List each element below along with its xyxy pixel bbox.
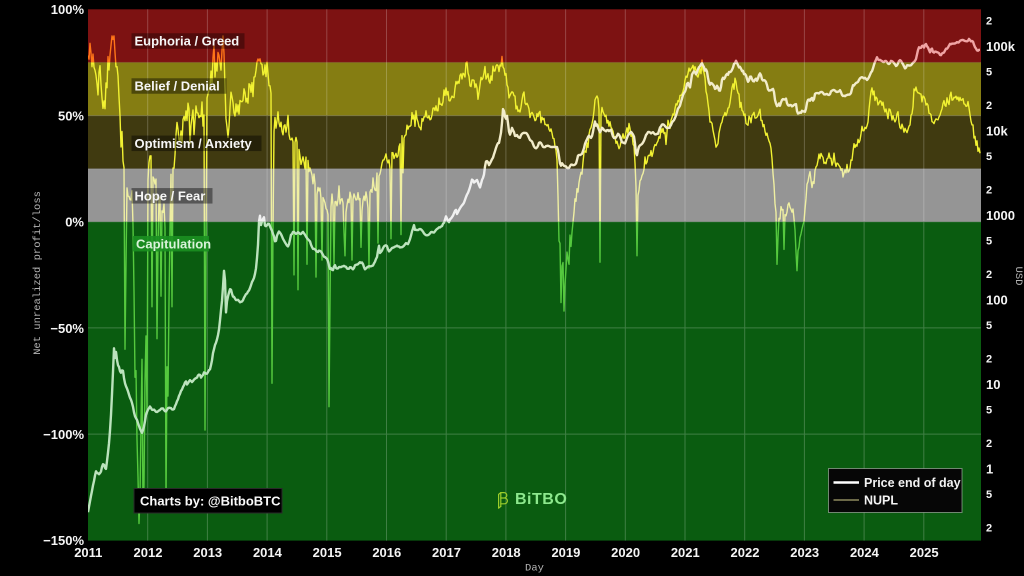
svg-text:1: 1 — [986, 461, 993, 476]
svg-text:100: 100 — [986, 292, 1008, 307]
svg-text:0%: 0% — [65, 215, 84, 230]
svg-text:BiTBO: BiTBO — [515, 491, 567, 508]
svg-text:2012: 2012 — [134, 545, 163, 560]
svg-text:2013: 2013 — [193, 545, 222, 560]
svg-text:5: 5 — [986, 405, 992, 417]
svg-text:2018: 2018 — [492, 545, 521, 560]
svg-text:2: 2 — [986, 185, 992, 197]
svg-text:10k: 10k — [986, 123, 1008, 138]
svg-text:2: 2 — [986, 269, 992, 281]
svg-text:2: 2 — [986, 16, 992, 28]
svg-text:2023: 2023 — [790, 545, 819, 560]
svg-text:100%: 100% — [51, 2, 85, 17]
svg-text:2015: 2015 — [313, 545, 342, 560]
svg-text:2: 2 — [986, 354, 992, 366]
svg-text:−100%: −100% — [43, 427, 84, 442]
svg-text:Optimism / Anxiety: Optimism / Anxiety — [135, 136, 253, 151]
svg-text:5: 5 — [986, 320, 992, 332]
svg-text:2024: 2024 — [850, 545, 880, 560]
svg-text:5: 5 — [986, 489, 992, 501]
svg-text:100k: 100k — [986, 39, 1016, 54]
svg-text:NUPL: NUPL — [864, 494, 898, 508]
svg-text:−50%: −50% — [50, 321, 84, 336]
svg-text:2021: 2021 — [671, 545, 700, 560]
svg-text:2011: 2011 — [74, 545, 102, 560]
svg-text:50%: 50% — [58, 108, 84, 123]
svg-text:5: 5 — [986, 67, 992, 79]
svg-text:Price end of day: Price end of day — [864, 476, 961, 490]
svg-text:Day: Day — [525, 562, 544, 574]
svg-text:Belief / Denial: Belief / Denial — [135, 79, 220, 94]
svg-text:2016: 2016 — [372, 545, 401, 560]
svg-text:2017: 2017 — [432, 545, 461, 560]
svg-text:2: 2 — [986, 438, 992, 450]
svg-text:Net unrealized profit/loss: Net unrealized profit/loss — [32, 191, 44, 355]
svg-text:USD: USD — [1012, 267, 1024, 286]
svg-text:−150%: −150% — [43, 533, 84, 548]
svg-text:Capitulation: Capitulation — [136, 236, 211, 251]
svg-text:Hope / Fear: Hope / Fear — [135, 189, 206, 204]
svg-text:5: 5 — [986, 236, 992, 248]
svg-text:2025: 2025 — [910, 545, 939, 560]
svg-text:2: 2 — [986, 100, 992, 112]
svg-text:2022: 2022 — [731, 545, 760, 560]
svg-text:5: 5 — [986, 151, 992, 163]
svg-text:2: 2 — [986, 523, 992, 535]
svg-text:1000: 1000 — [986, 208, 1015, 223]
svg-text:Euphoria / Greed: Euphoria / Greed — [135, 34, 240, 49]
svg-text:2014: 2014 — [253, 545, 283, 560]
svg-text:Charts by: @BitboBTC: Charts by: @BitboBTC — [140, 493, 281, 508]
svg-text:2020: 2020 — [611, 545, 640, 560]
svg-text:10: 10 — [986, 377, 1000, 392]
svg-text:2019: 2019 — [551, 545, 580, 560]
